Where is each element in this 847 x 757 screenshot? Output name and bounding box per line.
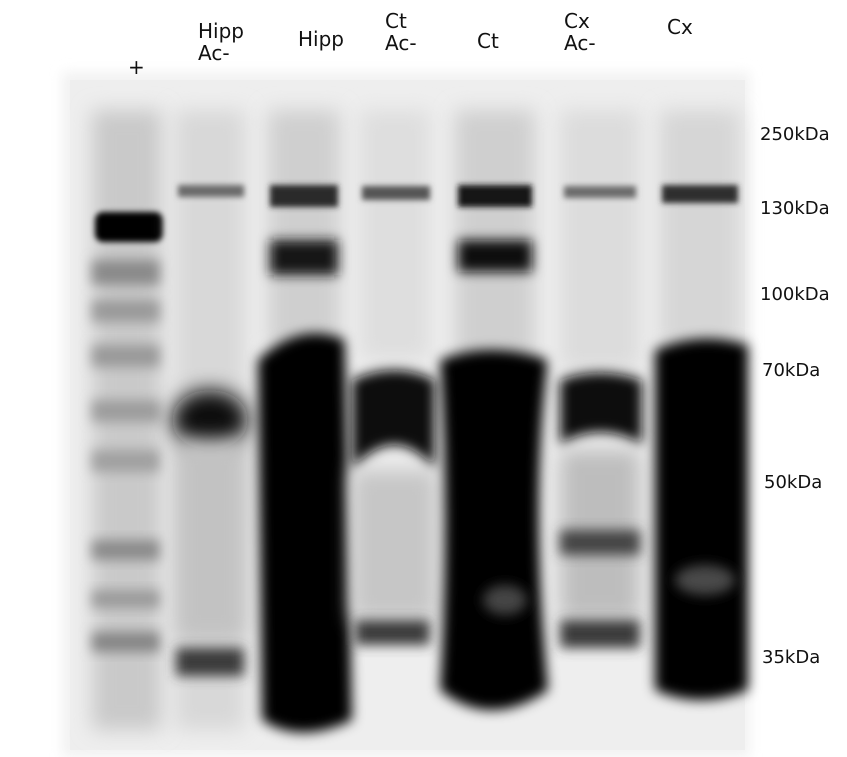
lane-label-cx: Cx <box>667 15 693 39</box>
lane-hipp-ac-bands <box>172 110 248 730</box>
marker-100kda: 100kDa <box>760 284 830 305</box>
lane-label-ct: Ct <box>477 29 499 53</box>
marker-50kda: 50kDa <box>764 472 823 493</box>
lane-ct-bands <box>440 110 548 710</box>
lane-label-cx-ac: Cx Ac- <box>564 9 596 55</box>
lane-label-hipp: Hipp <box>298 27 344 51</box>
lane-label-hipp-ac: Hipp Ac- <box>198 19 244 65</box>
lane-plus-bands <box>92 110 163 730</box>
lane-cx-ac-bands <box>560 110 642 648</box>
lane-label-plus: + <box>128 55 145 79</box>
lane-label-ct-ac: Ct Ac- <box>385 9 417 55</box>
lane-cx-bands <box>655 110 748 700</box>
marker-70kda: 70kDa <box>762 360 821 381</box>
marker-35kda: 35kDa <box>762 647 821 668</box>
marker-130kda: 130kDa <box>760 198 830 219</box>
lane-hipp-bands <box>258 110 352 733</box>
lane-ct-ac-bands <box>352 110 437 645</box>
marker-250kda: 250kDa <box>760 124 830 145</box>
